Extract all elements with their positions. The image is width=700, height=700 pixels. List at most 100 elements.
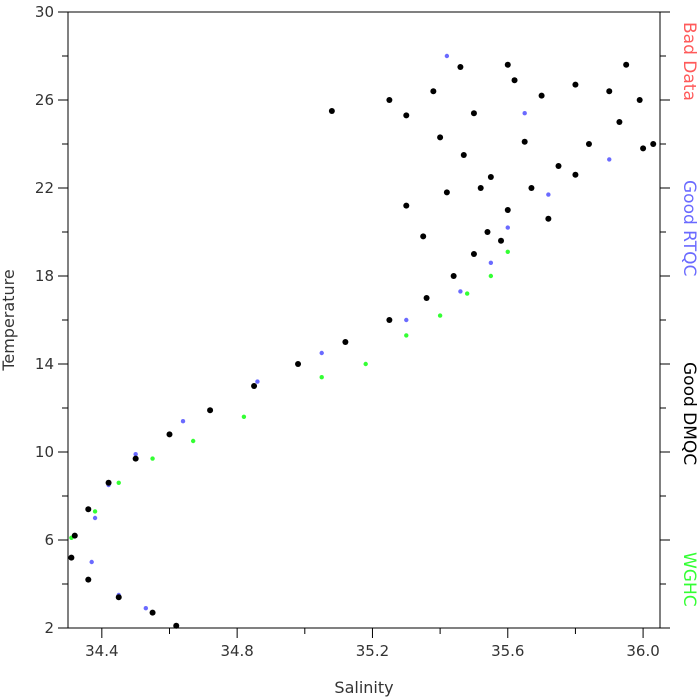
data-point (403, 112, 410, 119)
data-point (546, 192, 551, 197)
data-point (437, 134, 444, 141)
data-point (623, 61, 630, 68)
data-point (498, 237, 505, 244)
series-good-rtqc (89, 53, 612, 611)
data-point (319, 350, 324, 356)
data-point (488, 260, 494, 265)
data-point (470, 251, 477, 257)
data-point (207, 407, 214, 414)
data-point (85, 506, 92, 513)
data-point (328, 108, 335, 114)
data-point (607, 157, 612, 162)
data-point (616, 119, 623, 125)
y-axis-title: Temperature (0, 269, 18, 371)
y-tick-label: 30 (35, 3, 54, 21)
x-tick-label: 34.8 (220, 642, 253, 660)
data-point (92, 509, 98, 514)
data-point (150, 456, 155, 461)
data-point (116, 480, 121, 485)
y-tick-label: 2 (44, 619, 54, 637)
series-wghc (69, 249, 510, 540)
data-point (68, 554, 75, 561)
data-point (241, 414, 247, 419)
data-point (572, 81, 579, 88)
data-point (190, 438, 196, 444)
data-point (477, 185, 484, 191)
data-point (522, 111, 527, 116)
data-point (180, 419, 186, 424)
data-point (404, 333, 409, 338)
data-point (132, 455, 139, 462)
data-point (528, 185, 535, 191)
data-point (115, 594, 122, 601)
data-point (71, 532, 78, 539)
series-good-dmqc (68, 61, 657, 629)
data-point (470, 110, 477, 117)
data-point (255, 379, 260, 384)
legend: Bad Data Good RTQC Good DMQC WGHC (679, 22, 699, 607)
data-point (403, 202, 410, 209)
data-point (143, 606, 149, 611)
data-point (555, 163, 562, 169)
x-tick-label: 35.6 (491, 642, 524, 660)
data-point (404, 317, 409, 323)
data-point (457, 64, 464, 70)
data-point (363, 361, 368, 367)
x-tick-label: 35.2 (356, 642, 389, 660)
data-point (342, 339, 349, 345)
data-point (606, 88, 613, 95)
data-point (504, 207, 511, 213)
data-point (420, 233, 427, 240)
data-point (105, 479, 112, 486)
data-point (89, 559, 94, 565)
y-tick-label: 10 (35, 443, 54, 461)
data-point (450, 273, 457, 279)
y-tick-label: 26 (35, 91, 54, 109)
data-point (458, 289, 463, 294)
data-point (85, 576, 92, 583)
data-point (511, 77, 518, 84)
data-point (504, 61, 511, 68)
data-point (92, 515, 98, 521)
data-point (488, 273, 494, 279)
data-point (636, 97, 643, 103)
legend-wghc: WGHC (679, 552, 699, 607)
data-point (437, 313, 443, 318)
data-point (386, 97, 393, 103)
data-point (505, 249, 510, 254)
data-point (460, 152, 467, 158)
data-point (166, 431, 173, 438)
data-point (173, 622, 180, 629)
x-tick-label: 34.4 (85, 642, 118, 660)
data-point (487, 174, 494, 180)
data-point (133, 452, 138, 457)
data-point (251, 383, 258, 389)
legend-good-rtqc: Good RTQC (679, 180, 699, 276)
plot-frame (67, 11, 661, 629)
data-point (423, 295, 430, 301)
data-point (640, 145, 647, 152)
data-point (585, 141, 592, 147)
data-point (319, 375, 324, 380)
data-point (650, 141, 657, 147)
data-point (464, 291, 470, 296)
data-point (430, 88, 437, 95)
data-point (545, 215, 552, 222)
data-point (443, 189, 450, 196)
y-tick-label: 22 (35, 179, 54, 197)
legend-good-dmqc: Good DMQC (679, 362, 699, 465)
data-point (521, 138, 528, 145)
y-tick-label: 14 (35, 355, 54, 373)
data-point (538, 92, 545, 99)
data-point (484, 229, 491, 235)
data-point (572, 171, 579, 178)
y-tick-label: 18 (35, 267, 54, 285)
data-point (505, 225, 510, 230)
y-tick-label: 6 (44, 531, 54, 549)
data-point (295, 361, 302, 367)
data-point (149, 609, 156, 616)
data-points (68, 53, 657, 629)
x-axis-title: Salinity (334, 678, 393, 697)
